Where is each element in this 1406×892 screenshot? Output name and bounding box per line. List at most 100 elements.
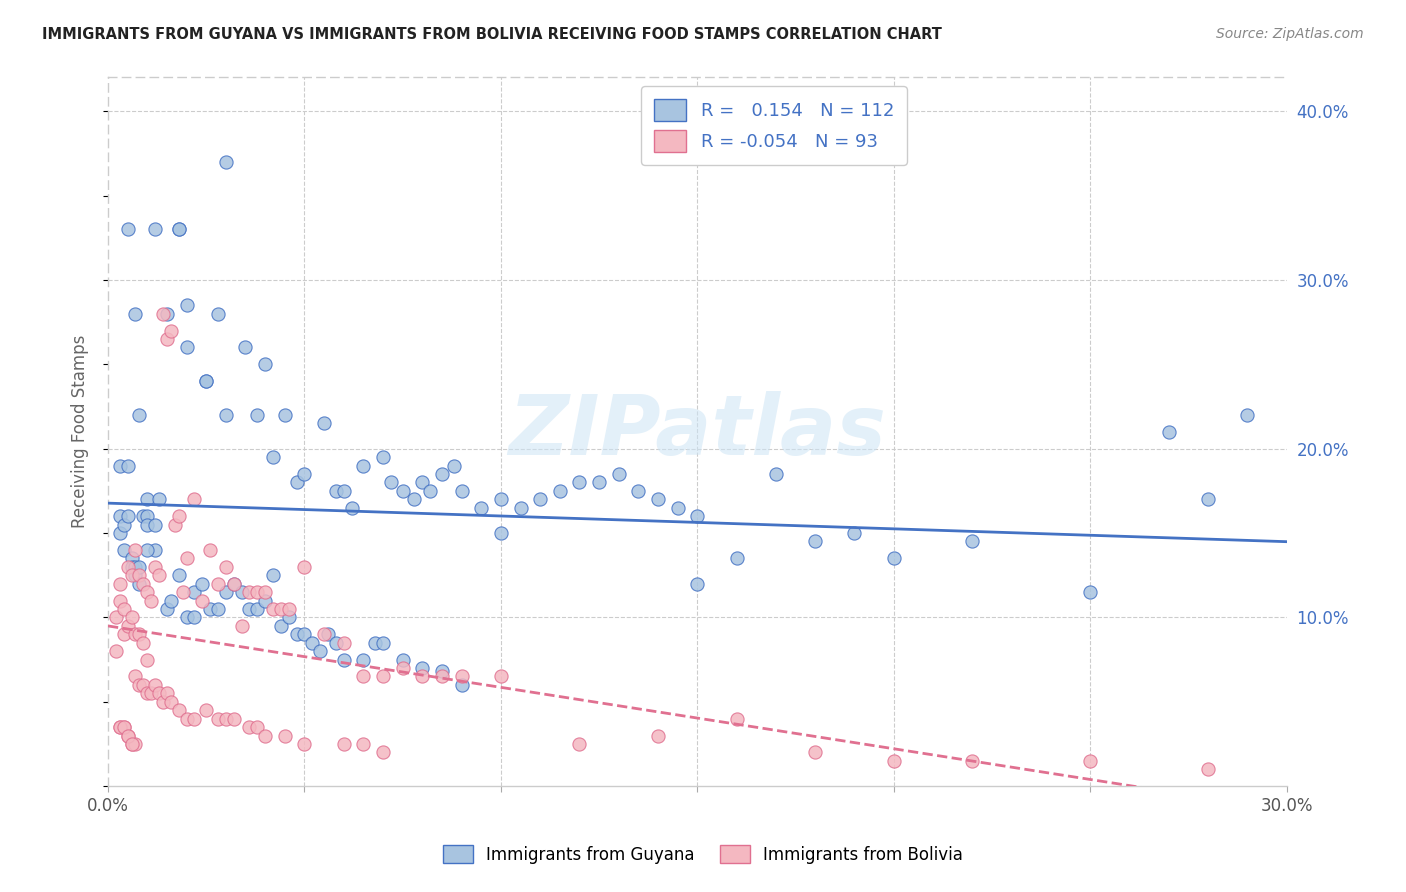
- Point: [352, 458, 374, 473]
- Text: Source: ZipAtlas.com: Source: ZipAtlas.com: [1216, 27, 1364, 41]
- Point: [489, 669, 512, 683]
- Point: [143, 559, 166, 574]
- Point: [371, 745, 394, 759]
- Point: [156, 307, 179, 321]
- Point: [411, 475, 433, 490]
- Point: [430, 669, 453, 683]
- Point: [274, 729, 297, 743]
- Point: [222, 576, 245, 591]
- Point: [254, 593, 277, 607]
- Point: [352, 652, 374, 666]
- Point: [686, 509, 709, 524]
- Point: [112, 517, 135, 532]
- Point: [207, 576, 229, 591]
- Point: [112, 542, 135, 557]
- Point: [124, 559, 146, 574]
- Point: [108, 458, 131, 473]
- Point: [254, 585, 277, 599]
- Point: [156, 602, 179, 616]
- Point: [238, 720, 260, 734]
- Point: [152, 307, 174, 321]
- Point: [112, 720, 135, 734]
- Point: [352, 737, 374, 751]
- Point: [1078, 585, 1101, 599]
- Point: [450, 483, 472, 498]
- Point: [167, 568, 190, 582]
- Point: [148, 686, 170, 700]
- Point: [316, 627, 339, 641]
- Point: [108, 576, 131, 591]
- Point: [725, 712, 748, 726]
- Point: [121, 551, 143, 566]
- Point: [419, 483, 441, 498]
- Point: [380, 475, 402, 490]
- Point: [117, 619, 139, 633]
- Point: [117, 559, 139, 574]
- Point: [883, 551, 905, 566]
- Point: [404, 492, 426, 507]
- Point: [294, 627, 316, 641]
- Point: [143, 222, 166, 236]
- Point: [371, 669, 394, 683]
- Point: [246, 585, 269, 599]
- Point: [962, 534, 984, 549]
- Point: [124, 568, 146, 582]
- Point: [215, 712, 238, 726]
- Point: [371, 636, 394, 650]
- Point: [962, 754, 984, 768]
- Point: [121, 737, 143, 751]
- Point: [804, 534, 827, 549]
- Point: [124, 542, 146, 557]
- Point: [883, 754, 905, 768]
- Point: [430, 467, 453, 481]
- Point: [765, 467, 787, 481]
- Point: [568, 475, 591, 490]
- Point: [183, 492, 205, 507]
- Point: [183, 610, 205, 624]
- Point: [222, 576, 245, 591]
- Point: [136, 517, 159, 532]
- Point: [340, 500, 363, 515]
- Point: [804, 745, 827, 759]
- Point: [117, 729, 139, 743]
- Point: [112, 602, 135, 616]
- Point: [588, 475, 610, 490]
- Point: [207, 712, 229, 726]
- Point: [294, 737, 316, 751]
- Point: [128, 576, 150, 591]
- Point: [568, 737, 591, 751]
- Point: [391, 652, 413, 666]
- Point: [509, 500, 531, 515]
- Point: [529, 492, 551, 507]
- Point: [312, 627, 335, 641]
- Point: [160, 593, 183, 607]
- Point: [1078, 754, 1101, 768]
- Point: [167, 509, 190, 524]
- Point: [301, 636, 323, 650]
- Point: [117, 729, 139, 743]
- Point: [108, 593, 131, 607]
- Point: [121, 559, 143, 574]
- Point: [489, 492, 512, 507]
- Point: [143, 542, 166, 557]
- Point: [172, 585, 194, 599]
- Point: [215, 559, 238, 574]
- Point: [627, 483, 650, 498]
- Text: ZIPatlas: ZIPatlas: [509, 392, 886, 472]
- Point: [195, 374, 218, 388]
- Point: [246, 408, 269, 422]
- Point: [450, 669, 472, 683]
- Point: [274, 408, 297, 422]
- Point: [470, 500, 492, 515]
- Point: [207, 307, 229, 321]
- Point: [215, 408, 238, 422]
- Point: [1236, 408, 1258, 422]
- Point: [136, 652, 159, 666]
- Point: [108, 720, 131, 734]
- Point: [121, 737, 143, 751]
- Legend: Immigrants from Guyana, Immigrants from Bolivia: Immigrants from Guyana, Immigrants from …: [436, 838, 970, 871]
- Point: [148, 568, 170, 582]
- Point: [124, 627, 146, 641]
- Point: [332, 737, 354, 751]
- Point: [647, 729, 669, 743]
